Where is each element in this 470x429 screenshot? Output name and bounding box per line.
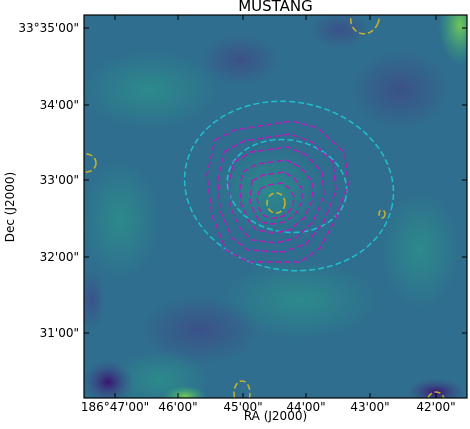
yellow-contour-left: [84, 153, 97, 173]
yellow-contour-center: [266, 192, 286, 214]
magenta-contour-3: [228, 146, 325, 244]
yellow-contour-top: [350, 15, 380, 35]
magenta-contour-4: [239, 159, 314, 234]
magenta-contour-6: [256, 182, 295, 219]
y-tick-label: 31'00": [40, 326, 79, 340]
y-tick-label: 33°35'00": [18, 21, 79, 35]
y-ticks: 33°35'00" 34'00" 33'00" 32'00" 31'00": [18, 21, 467, 340]
magenta-contour-2: [217, 133, 337, 253]
y-tick-label: 34'00": [40, 98, 79, 112]
magenta-contour-5: [249, 171, 303, 225]
y-tick-label: 32'00": [40, 250, 79, 264]
yellow-contour-right: [378, 209, 386, 219]
x-axis-label: RA (J2000): [243, 409, 308, 423]
x-tick-label: 44'00": [286, 400, 325, 414]
cyan-contour-outer: [183, 100, 395, 272]
heatmap-image: [84, 15, 467, 398]
chart-title: MUSTANG: [238, 0, 313, 15]
contours: [84, 15, 445, 398]
x-tick-label: 46'00": [158, 400, 197, 414]
x-tick-label: 43'00": [350, 400, 389, 414]
yellow-contour-bottom-right: [427, 391, 445, 398]
y-tick-label: 33'00": [40, 173, 79, 187]
x-tick-label: 45'00": [223, 400, 262, 414]
magenta-contour-1: [206, 120, 349, 263]
y-axis-label: Dec (J2000): [3, 171, 17, 243]
x-ticks: 186°47'00" 46'00" 45'00" 44'00" 43'00" 42'00": [81, 15, 456, 414]
axes-frame: [83, 14, 468, 399]
x-tick-label: 186°47'00": [81, 400, 149, 414]
yellow-contour-bottom-left: [233, 380, 251, 398]
x-tick-label: 42'00": [416, 400, 455, 414]
